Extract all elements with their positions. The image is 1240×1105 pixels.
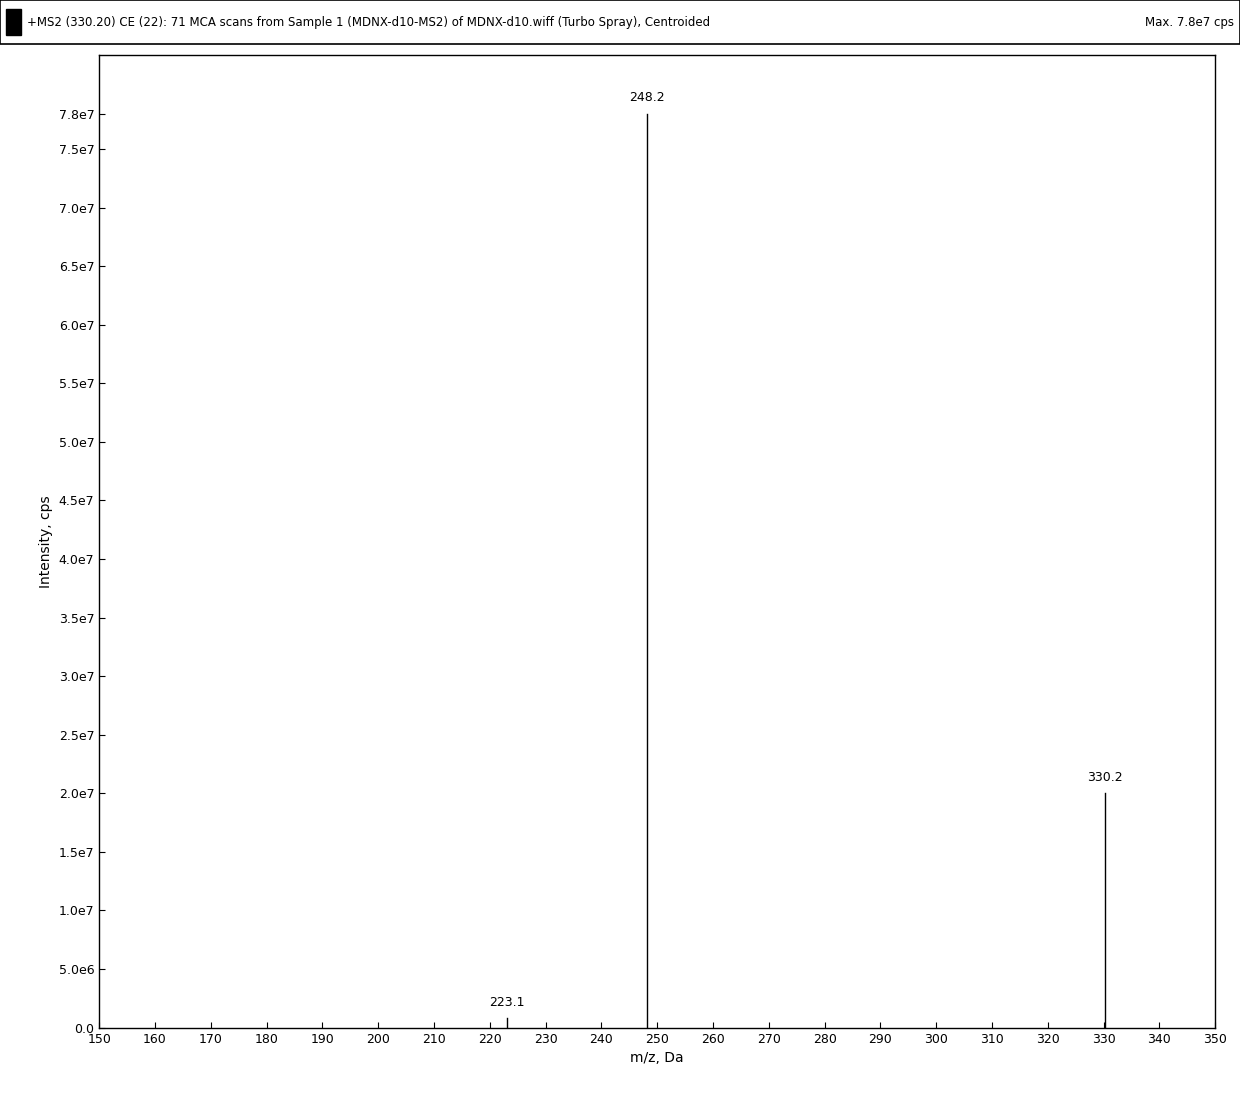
Text: 248.2: 248.2 [630,92,665,105]
Text: 330.2: 330.2 [1087,771,1122,783]
Y-axis label: Intensity, cps: Intensity, cps [38,495,53,588]
Text: 223.1: 223.1 [490,996,525,1009]
Bar [6,9,21,35]
Text: Max. 7.8e7 cps: Max. 7.8e7 cps [1145,15,1234,29]
Text: +MS2 (330.20) CE (22): 71 MCA scans from Sample 1 (MDNX-d10-MS2) of MDNX-d10.wif: +MS2 (330.20) CE (22): 71 MCA scans from… [27,15,711,29]
X-axis label: m/z, Da: m/z, Da [630,1051,684,1065]
FancyBboxPatch shape [0,0,1240,44]
